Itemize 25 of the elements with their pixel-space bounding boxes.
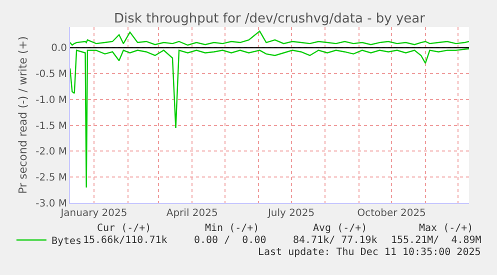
text: 0.00 / 0.00 [194,235,266,246]
text: Avg (-/+) [313,223,368,234]
text: 84.71k/ 77.19k [293,235,378,246]
y-tick-label: 0.0 [51,43,67,54]
y-axis-title: Pr second read (-) / write (+) [16,36,30,194]
line-series [70,48,469,188]
x-tick-label: October 2025 [357,208,426,219]
x-tick-label: April 2025 [166,208,218,219]
y-tick-label: -3.0 M [36,198,67,210]
y-tick-label: -2.5 M [36,172,67,184]
text: 15.66k/110.71k [83,235,168,246]
x-tick-label: July 2025 [266,208,315,219]
text: 155.21M/ 4.89M [391,235,482,246]
chart-title: Disk throughput for /dev/crushvg/data - by year [114,12,426,27]
legend-label: Bytes [51,236,82,247]
text: Cur (-/+) [97,223,152,234]
x-tick-label: January 2025 [60,208,128,219]
text: Last update: Thu Dec 11 10:35:00 2025 [258,247,481,258]
y-tick-label: -0.5 M [36,69,67,80]
y-tick-label: -1.5 M [36,120,67,132]
y-tick-label: -1.0 M [36,94,67,106]
text: Min (-/+) [205,223,260,234]
y-tick-label: -2.0 M [36,146,67,158]
line-series [70,30,469,46]
text: Max (-/+) [419,223,474,234]
